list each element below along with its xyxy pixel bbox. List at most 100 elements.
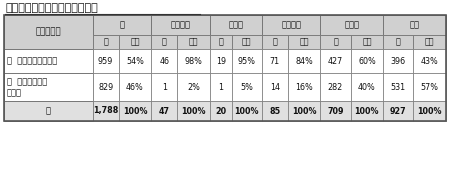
Text: 43%: 43% [421,56,438,65]
Bar [262,101,288,121]
Bar [413,49,446,73]
Bar [4,15,446,121]
Text: 85: 85 [269,107,280,116]
Bar [93,101,119,121]
Bar [119,73,151,101]
Bar [4,73,93,101]
Text: 959: 959 [98,56,113,65]
Bar [320,35,351,49]
Text: 100%: 100% [123,107,147,116]
Bar [413,35,446,49]
Bar [119,49,151,73]
Text: ア  カウントしている: ア カウントしている [7,56,57,65]
Text: ２．相談件数のカウントの有無: ２．相談件数のカウントの有無 [5,3,98,13]
Text: 14: 14 [270,83,280,92]
Bar [262,73,288,101]
Text: 427: 427 [328,56,343,65]
Text: 709: 709 [327,107,344,116]
Bar [288,101,320,121]
Bar [210,35,232,49]
Bar [93,49,119,73]
Text: 100%: 100% [355,107,379,116]
Text: 数: 数 [162,37,166,46]
Text: 中核市等: 中核市等 [281,21,301,30]
Text: 95%: 95% [238,56,256,65]
Bar [288,49,320,73]
Bar [151,15,210,35]
Text: 数: 数 [103,37,108,46]
Text: 98%: 98% [184,56,202,65]
Text: 都道府県: 都道府県 [171,21,191,30]
Text: 2%: 2% [187,83,200,92]
Bar [151,73,177,101]
Bar [262,15,320,35]
Text: 割合: 割合 [242,37,252,46]
Bar [232,35,262,49]
Text: 町村: 町村 [410,21,419,30]
Bar [177,35,210,49]
Bar [383,73,413,101]
Text: 割合: 割合 [189,37,198,46]
Bar [119,101,151,121]
Text: 1: 1 [218,83,223,92]
Bar [4,15,93,49]
Bar [93,15,151,35]
Text: 71: 71 [270,56,280,65]
Text: 47: 47 [159,107,170,116]
Bar [320,49,351,73]
Bar [351,101,383,121]
Bar [288,35,320,49]
Bar [177,101,210,121]
Text: 100%: 100% [181,107,206,116]
Text: 1,788: 1,788 [93,107,118,116]
Text: 531: 531 [391,83,406,92]
Bar [320,73,351,101]
Bar [383,15,446,35]
Text: 割合: 割合 [362,37,372,46]
Text: 100%: 100% [292,107,316,116]
Bar [151,101,177,121]
Bar [210,15,262,35]
Text: 割合: 割合 [130,37,140,46]
Text: 一般市: 一般市 [344,21,360,30]
Bar [4,101,93,121]
Text: イ  カウントして
いない: イ カウントして いない [7,77,47,97]
Bar [413,101,446,121]
Bar [351,35,383,49]
Bar [351,73,383,101]
Text: 927: 927 [390,107,406,116]
Text: 57%: 57% [421,83,439,92]
Bar [177,49,210,73]
Bar [383,49,413,73]
Bar [210,101,232,121]
Text: 396: 396 [391,56,406,65]
Bar [210,73,232,101]
Text: 829: 829 [98,83,113,92]
Text: 割合: 割合 [299,37,309,46]
Bar [320,101,351,121]
Text: 46%: 46% [126,83,144,92]
Text: 20: 20 [216,107,226,116]
Bar [262,35,288,49]
Bar [351,49,383,73]
Bar [151,35,177,49]
Bar [232,73,262,101]
Bar [262,49,288,73]
Text: 政令市: 政令市 [229,21,243,30]
Text: 割合: 割合 [425,37,434,46]
Bar [320,15,383,35]
Bar [232,49,262,73]
Bar [4,49,93,73]
Text: 100%: 100% [418,107,442,116]
Text: 1: 1 [162,83,167,92]
Bar [232,101,262,121]
Text: 数: 数 [396,37,400,46]
Text: 100%: 100% [234,107,259,116]
Text: 84%: 84% [295,56,313,65]
Text: 40%: 40% [358,83,376,92]
Text: 46: 46 [159,56,169,65]
Bar [93,73,119,101]
Text: 54%: 54% [126,56,144,65]
Text: 数: 数 [272,37,277,46]
Bar [151,49,177,73]
